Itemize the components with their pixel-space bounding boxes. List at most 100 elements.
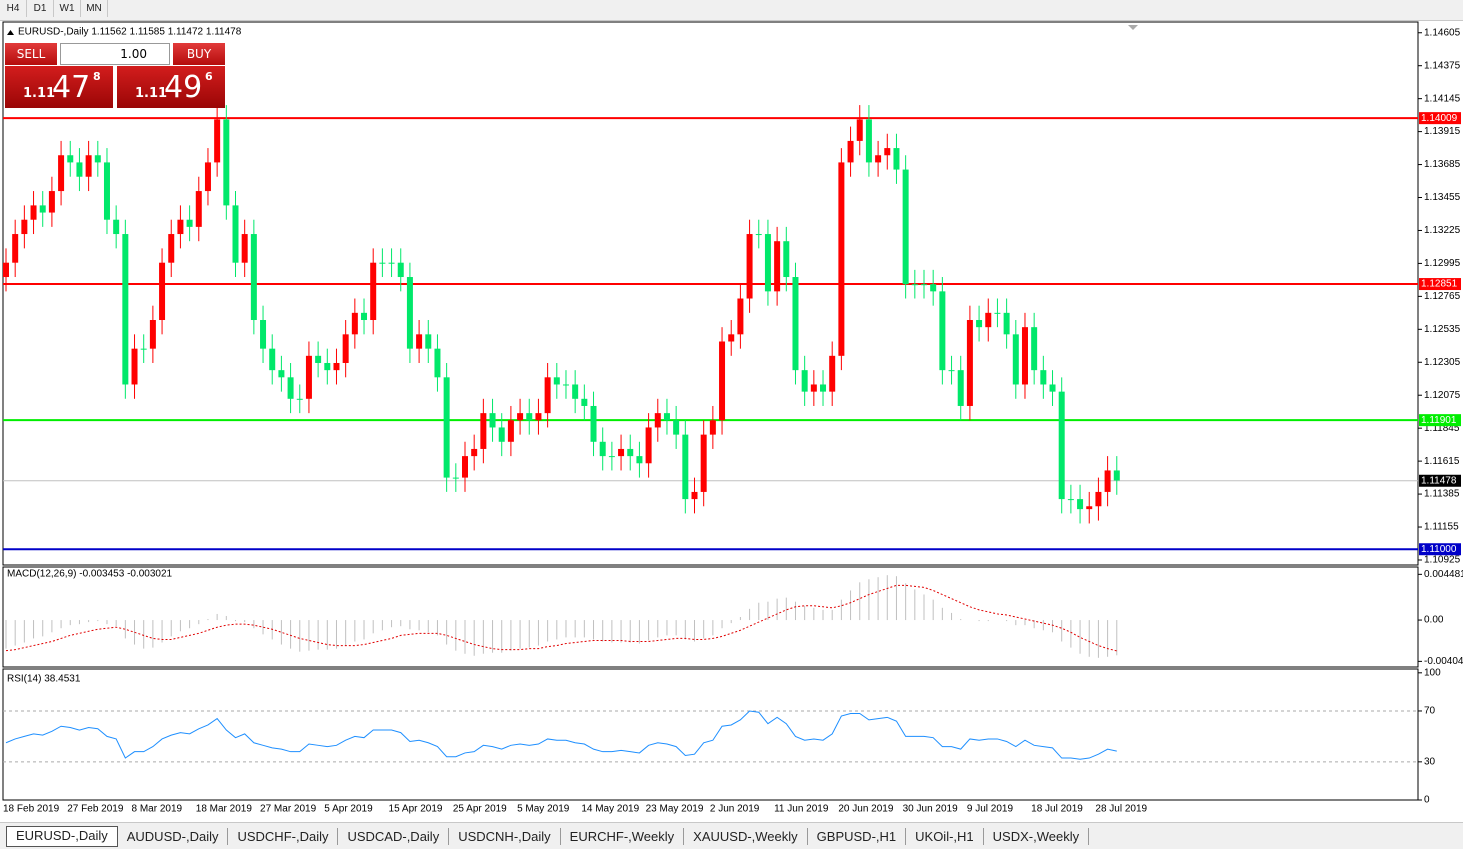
chart: EURUSD-,Daily 1.11562 1.11585 1.11472 1.… [2, 21, 1463, 815]
candle-body [966, 320, 973, 406]
candle-body [305, 355, 312, 399]
chart-tab[interactable]: USDCNH-,Daily [449, 827, 561, 845]
x-tick-label: 5 May 2019 [517, 804, 570, 815]
lot-input[interactable]: 1.00 [60, 43, 170, 65]
candle-body [471, 448, 478, 457]
candle-body [783, 241, 790, 278]
candle-body [223, 119, 230, 206]
candle-body [1104, 470, 1111, 492]
candle-body [489, 413, 496, 428]
candle-body [30, 205, 37, 220]
candle-body [76, 162, 83, 177]
candle-body [1003, 312, 1010, 335]
chart-tab[interactable]: EURCHF-,Weekly [561, 827, 685, 845]
timeframe-button[interactable]: MN [81, 0, 108, 17]
candle-body [829, 355, 836, 392]
timeframe-button[interactable]: H4 [0, 0, 27, 17]
candle-body [1058, 391, 1065, 500]
candle-body [682, 434, 689, 500]
chart-tabs: EURUSD-,Daily AUDUSD-,Daily USDCHF-,Daily U… [0, 822, 1463, 849]
candle-body [195, 191, 202, 227]
candle-body [1049, 384, 1056, 392]
candle-body [177, 219, 184, 235]
y-tick-label: 1.13455 [1424, 192, 1461, 203]
candle-body [232, 205, 239, 263]
x-tick-label: 25 Apr 2019 [453, 804, 507, 815]
y-tick-label: 1.13915 [1424, 126, 1461, 137]
chart-tab[interactable]: GBPUSD-,H1 [808, 827, 907, 845]
price-tag-label: 1.11901 [1421, 415, 1457, 426]
price-point: 8 [93, 70, 101, 83]
candle-body [820, 384, 827, 392]
candle-body [709, 420, 716, 435]
collapse-icon [7, 30, 14, 35]
rsi-line [5, 710, 1117, 760]
candle-body [48, 191, 55, 213]
candle-body [397, 262, 404, 278]
y-tick-label: 1.12535 [1424, 324, 1461, 335]
candle-body [553, 377, 560, 385]
y-tick-label: 1.14375 [1424, 60, 1461, 71]
sell-button[interactable]: SELL [5, 43, 57, 65]
candle-body [838, 162, 845, 356]
candle-body [691, 491, 698, 500]
candle-body [480, 413, 487, 449]
candle-body [204, 162, 211, 192]
candle-body [131, 348, 138, 385]
y-tick-label: 1.14145 [1424, 93, 1461, 104]
candle-body [333, 362, 340, 371]
y-tick-label: 1.13225 [1424, 225, 1461, 236]
candle-body [875, 155, 882, 163]
candle-body [535, 413, 542, 421]
candle-body [342, 334, 349, 363]
chart-tab[interactable]: USDCAD-,Daily [338, 827, 450, 845]
chart-tab[interactable]: UKOil-,H1 [906, 827, 984, 845]
candle-body [39, 205, 46, 213]
candle-body [122, 234, 129, 385]
candle-body [1040, 370, 1047, 385]
chart-tab[interactable]: AUDUSD-,Daily [118, 827, 229, 845]
x-tick-label: 30 Jun 2019 [903, 804, 958, 815]
candle-body [581, 398, 588, 406]
candle-body [856, 119, 863, 141]
chart-tab[interactable]: XAUUSD-,Weekly [684, 827, 808, 845]
timeframe-button[interactable]: W1 [54, 0, 81, 17]
rsi-pane [2, 668, 1419, 801]
buy-price[interactable]: 1.11 49 6 [117, 66, 225, 108]
candle-body [608, 456, 615, 458]
candle-body [884, 148, 891, 156]
y-tick-label: 0 [1424, 795, 1430, 806]
y-tick-label: 1.11615 [1424, 456, 1460, 467]
candle-body [985, 312, 992, 328]
chart-tab[interactable]: EURUSD-,Daily [6, 825, 118, 847]
candle-body [361, 312, 368, 321]
sell-price[interactable]: 1.11 47 8 [5, 66, 113, 108]
candle-body [260, 320, 267, 349]
macd-title: MACD(12,26,9) -0.003453 -0.003021 [7, 569, 173, 580]
candle-body [1095, 491, 1102, 507]
buy-button[interactable]: BUY [173, 43, 225, 65]
candle-body [737, 298, 744, 335]
price-pips: 47 [52, 70, 91, 105]
rsi-title: RSI(14) 38.4531 [7, 674, 81, 685]
candle-body [902, 169, 909, 285]
candle-body [269, 348, 276, 371]
candle-body [719, 341, 726, 421]
candle-body [562, 384, 569, 386]
timeframe-button[interactable]: D1 [27, 0, 54, 17]
x-tick-label: 9 Jul 2019 [967, 804, 1014, 815]
x-tick-label: 18 Jul 2019 [1031, 804, 1083, 815]
candle-body [168, 234, 175, 263]
y-tick-label: -0.004048 [1424, 656, 1463, 667]
candle-body [58, 155, 65, 192]
x-tick-label: 8 Mar 2019 [132, 804, 183, 815]
y-tick-label: 1.12305 [1424, 357, 1461, 368]
candle-body [3, 262, 9, 278]
candle-body [865, 119, 872, 163]
candle-body [774, 241, 781, 292]
candle-body [1031, 327, 1038, 371]
y-tick-label: 0.00 [1424, 615, 1444, 626]
chart-tab[interactable]: USDX-,Weekly [984, 827, 1090, 845]
candle-body [526, 413, 533, 421]
chart-tab[interactable]: USDCHF-,Daily [228, 827, 339, 845]
